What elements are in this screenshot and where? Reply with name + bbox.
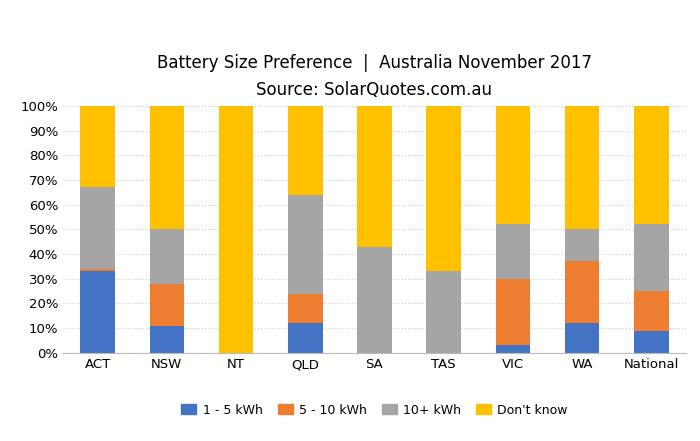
Bar	[565, 262, 599, 323]
Bar	[496, 106, 530, 224]
Bar	[426, 271, 461, 353]
Bar	[565, 106, 599, 229]
Bar	[357, 106, 392, 247]
Bar	[288, 323, 323, 353]
Bar	[80, 187, 115, 269]
Bar	[496, 345, 530, 353]
Bar	[150, 284, 184, 325]
Title: Battery Size Preference  |  Australia November 2017
Source: SolarQuotes.com.au: Battery Size Preference | Australia Nove…	[157, 54, 592, 99]
Bar	[288, 106, 323, 195]
Bar	[150, 106, 184, 229]
Bar	[565, 323, 599, 353]
Bar	[150, 325, 184, 353]
Bar	[288, 294, 323, 323]
Bar	[80, 106, 115, 187]
Bar	[80, 269, 115, 271]
Bar	[218, 106, 253, 353]
Bar	[634, 291, 668, 331]
Bar	[634, 106, 668, 224]
Bar	[565, 229, 599, 262]
Bar	[150, 229, 184, 284]
Bar	[357, 247, 392, 353]
Legend: 1 - 5 kWh, 5 - 10 kWh, 10+ kWh, Don't know: 1 - 5 kWh, 5 - 10 kWh, 10+ kWh, Don't kn…	[176, 399, 573, 422]
Bar	[80, 271, 115, 353]
Bar	[634, 331, 668, 353]
Bar	[634, 224, 668, 291]
Bar	[288, 195, 323, 294]
Bar	[496, 279, 530, 345]
Bar	[426, 106, 461, 271]
Bar	[496, 224, 530, 279]
